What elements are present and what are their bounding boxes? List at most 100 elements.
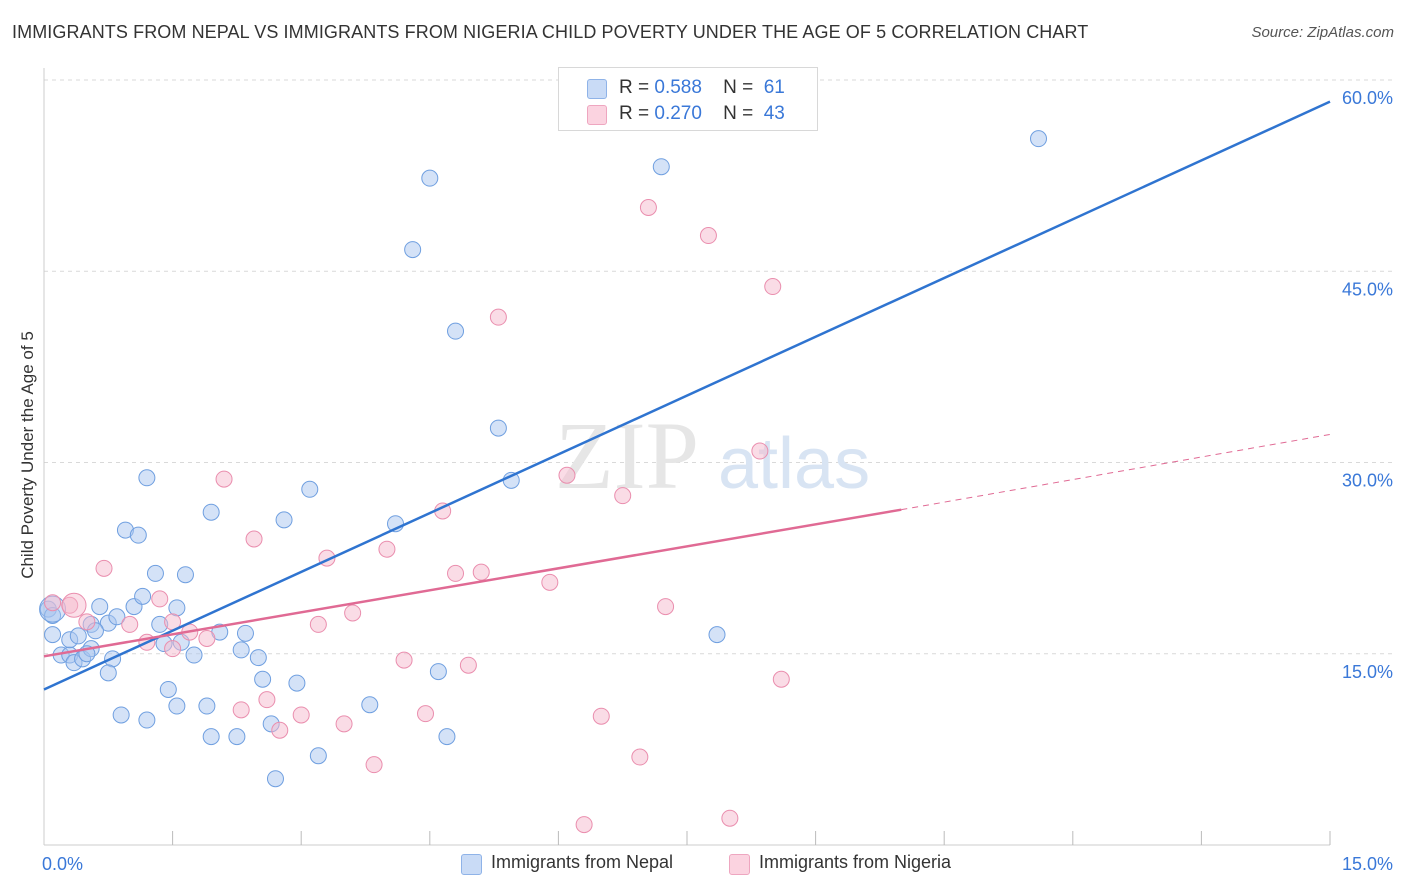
nigeria-trend-line xyxy=(43,508,902,658)
nigeria-point xyxy=(245,530,263,548)
x-tick-label: 15.0% xyxy=(1342,854,1393,874)
nepal-point xyxy=(138,711,156,729)
nepal-point xyxy=(112,706,130,724)
correlation-legend: R = 0.588 N = 61 R = 0.270 N = 43 xyxy=(558,67,818,131)
nepal-legend-label: Immigrants from Nepal xyxy=(491,852,674,872)
nigeria-point xyxy=(271,721,289,739)
nepal-point xyxy=(69,627,87,645)
nigeria-point xyxy=(95,559,113,577)
nigeria-point xyxy=(772,670,790,688)
nigeria-point xyxy=(215,470,233,488)
legend-n-label: N = xyxy=(723,77,754,98)
nigeria-legend-swatch xyxy=(729,854,750,875)
nigeria-point xyxy=(378,540,396,558)
nigeria-point xyxy=(417,705,435,723)
nepal-point xyxy=(228,728,246,746)
nigeria-point xyxy=(721,809,739,827)
nigeria-point xyxy=(472,563,490,581)
nepal-point xyxy=(1030,130,1048,148)
nepal-point xyxy=(146,564,164,582)
legend-n-value-nigeria: 43 xyxy=(763,103,785,124)
nigeria-point xyxy=(751,442,769,460)
nigeria-point xyxy=(164,640,182,658)
nepal-point xyxy=(168,697,186,715)
legend-r-value-nigeria: 0.270 xyxy=(654,103,702,124)
legend-n-value-nepal: 61 xyxy=(763,77,785,98)
nepal-point xyxy=(404,241,422,259)
legend-r-value-nepal: 0.588 xyxy=(654,77,702,98)
nigeria-point xyxy=(639,199,657,216)
nepal-point xyxy=(159,680,177,698)
nigeria-point xyxy=(459,656,477,674)
nigeria-point xyxy=(365,756,383,774)
nepal-point xyxy=(168,599,186,617)
nepal-point xyxy=(202,503,220,521)
y-tick-label: 30.0% xyxy=(1342,471,1393,491)
nepal-point xyxy=(652,158,670,176)
nigeria-point xyxy=(699,227,717,245)
nepal-point xyxy=(254,670,272,688)
nepal-point xyxy=(185,646,203,664)
chart-title: IMMIGRANTS FROM NEPAL VS IMMIGRANTS FROM… xyxy=(12,22,1089,42)
trend-lines xyxy=(43,100,1331,691)
nigeria-point xyxy=(558,466,576,484)
nepal-point xyxy=(447,322,465,340)
nigeria-point xyxy=(395,651,413,669)
nepal-point xyxy=(429,663,447,681)
y-tick-label: 15.0% xyxy=(1342,662,1393,682)
nigeria-point xyxy=(575,816,593,834)
nigeria-point xyxy=(631,748,649,766)
nigeria-point xyxy=(292,706,310,724)
nepal-point xyxy=(138,469,156,487)
nepal-point xyxy=(99,664,117,682)
nepal-trend-line xyxy=(43,100,1331,691)
nigeria-point xyxy=(489,308,507,326)
nigeria-point xyxy=(335,715,353,733)
y-tick-label: 45.0% xyxy=(1342,279,1393,299)
legend-r-label: R = xyxy=(619,103,650,124)
nepal-point xyxy=(44,626,62,644)
nigeria-point xyxy=(198,629,216,647)
y-axis-label: Child Poverty Under the Age of 5 xyxy=(18,331,37,579)
nigeria-swatch xyxy=(587,105,607,125)
y-tick-label: 60.0% xyxy=(1342,88,1393,108)
nepal-point xyxy=(176,566,194,584)
legend-r-label: R = xyxy=(619,77,650,98)
nepal-point xyxy=(438,728,456,746)
nigeria-point xyxy=(121,615,139,633)
nepal-point xyxy=(301,480,319,498)
nepal-point xyxy=(108,608,126,626)
series-nepal-points xyxy=(39,130,1048,788)
nepal-point xyxy=(91,598,109,616)
nepal-point xyxy=(198,697,216,715)
nepal-point xyxy=(236,624,254,642)
series-nigeria-points xyxy=(44,199,790,834)
nepal-swatch xyxy=(587,79,607,99)
nepal-point xyxy=(708,626,726,644)
tick-labels: 15.0% 30.0% 45.0% 60.0% 0.0% 15.0% xyxy=(42,88,1393,874)
nigeria-point xyxy=(541,573,559,591)
nigeria-point xyxy=(309,615,327,633)
nigeria-point xyxy=(61,592,87,618)
nepal-point xyxy=(361,696,379,714)
legend-n-label: N = xyxy=(723,103,754,124)
nigeria-point xyxy=(151,590,169,608)
x-tick-label: 0.0% xyxy=(42,854,83,874)
nigeria-point xyxy=(614,487,632,505)
nepal-point xyxy=(309,747,327,765)
nigeria-point xyxy=(592,707,610,725)
nepal-point xyxy=(134,587,152,605)
nigeria-point xyxy=(447,564,465,582)
nepal-point xyxy=(202,728,220,746)
watermark-atlas: atlas xyxy=(718,424,870,504)
watermark: ZIP atlas xyxy=(555,402,870,509)
nepal-point xyxy=(249,649,267,667)
nepal-legend-swatch xyxy=(461,854,482,875)
nigeria-point xyxy=(78,613,96,631)
nigeria-point xyxy=(657,598,675,616)
nepal-point xyxy=(275,511,293,529)
nepal-point xyxy=(266,770,284,788)
nepal-point xyxy=(129,526,147,544)
nigeria-point xyxy=(232,701,250,719)
